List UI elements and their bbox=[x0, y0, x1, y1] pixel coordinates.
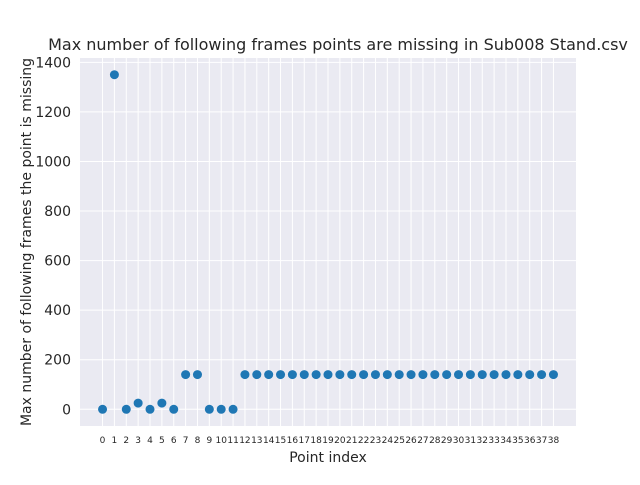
x-tick-label: 11 bbox=[227, 436, 238, 446]
chart-title: Max number of following frames points ar… bbox=[48, 35, 628, 54]
x-tick-label: 35 bbox=[512, 436, 523, 446]
data-point bbox=[109, 70, 119, 80]
data-point bbox=[477, 370, 487, 380]
y-tick-label: 400 bbox=[44, 303, 71, 319]
data-point bbox=[418, 370, 428, 380]
data-point bbox=[98, 404, 108, 414]
y-axis-label: Max number of following frames the point… bbox=[19, 58, 35, 426]
y-tick-labels: 0 200 400 600 800 1000 1200 1400 bbox=[35, 55, 71, 418]
grid-layer bbox=[80, 58, 576, 426]
data-point bbox=[240, 370, 250, 380]
x-tick-label: 18 bbox=[310, 436, 322, 446]
data-point bbox=[394, 370, 404, 380]
data-point bbox=[335, 370, 345, 380]
x-tick-label: 29 bbox=[441, 436, 453, 446]
x-tick-label: 6 bbox=[171, 436, 177, 446]
data-point bbox=[370, 370, 380, 380]
data-point bbox=[169, 404, 179, 414]
y-tick-label: 1200 bbox=[35, 105, 71, 121]
data-point bbox=[537, 370, 547, 380]
data-point bbox=[216, 404, 226, 414]
x-tick-label: 9 bbox=[206, 436, 212, 446]
x-tick-label: 21 bbox=[346, 436, 357, 446]
data-point bbox=[382, 370, 392, 380]
x-tick-label: 20 bbox=[334, 436, 346, 446]
y-tick-label: 1400 bbox=[35, 55, 71, 71]
x-tick-label: 33 bbox=[488, 436, 499, 446]
x-tick-label: 19 bbox=[322, 436, 334, 446]
data-point bbox=[323, 370, 333, 380]
x-tick-label: 17 bbox=[299, 436, 310, 446]
data-point bbox=[311, 370, 321, 380]
data-point bbox=[430, 370, 440, 380]
x-tick-label: 13 bbox=[251, 436, 262, 446]
data-point bbox=[299, 370, 309, 380]
x-tick-label: 14 bbox=[263, 436, 275, 446]
data-point bbox=[287, 370, 297, 380]
x-tick-label: 30 bbox=[453, 436, 465, 446]
data-point bbox=[454, 370, 464, 380]
data-point bbox=[252, 370, 262, 380]
x-tick-label: 28 bbox=[429, 436, 441, 446]
x-tick-label: 5 bbox=[159, 436, 165, 446]
x-tick-label: 23 bbox=[370, 436, 381, 446]
data-point bbox=[442, 370, 452, 380]
data-point bbox=[192, 370, 202, 380]
x-tick-label: 0 bbox=[100, 436, 106, 446]
x-tick-label: 38 bbox=[548, 436, 560, 446]
x-tick-label: 36 bbox=[524, 436, 536, 446]
data-point bbox=[264, 370, 274, 380]
x-tick-label: 8 bbox=[195, 436, 201, 446]
x-tick-label: 3 bbox=[135, 436, 141, 446]
x-tick-labels: 0 1 2 3 4 5 6 7 8 9 10 11 12 13 14 15 16 17 18 19 20 21 22 23 24… bbox=[100, 436, 560, 446]
x-tick-label: 1 bbox=[112, 436, 118, 446]
x-tick-label: 32 bbox=[477, 436, 488, 446]
x-tick-label: 16 bbox=[287, 436, 299, 446]
x-axis-label: Point index bbox=[289, 450, 367, 466]
data-point bbox=[181, 370, 191, 380]
y-tick-label: 0 bbox=[62, 402, 71, 418]
y-tick-label: 200 bbox=[44, 353, 71, 369]
data-point bbox=[501, 370, 511, 380]
y-tick-label: 600 bbox=[44, 254, 71, 270]
data-point bbox=[359, 370, 369, 380]
x-tick-label: 12 bbox=[239, 436, 250, 446]
x-tick-label: 37 bbox=[536, 436, 547, 446]
data-point bbox=[347, 370, 357, 380]
data-point bbox=[121, 404, 131, 414]
x-tick-label: 34 bbox=[500, 436, 512, 446]
x-tick-label: 24 bbox=[382, 436, 394, 446]
y-tick-label: 800 bbox=[44, 204, 71, 220]
x-tick-label: 15 bbox=[275, 436, 286, 446]
data-point bbox=[525, 370, 535, 380]
x-tick-label: 4 bbox=[147, 436, 153, 446]
data-point bbox=[145, 404, 155, 414]
x-tick-label: 10 bbox=[215, 436, 227, 446]
x-tick-label: 2 bbox=[123, 436, 129, 446]
data-point bbox=[276, 370, 286, 380]
x-tick-label: 25 bbox=[393, 436, 404, 446]
data-point bbox=[228, 404, 238, 414]
data-point bbox=[133, 398, 143, 408]
points-layer bbox=[98, 70, 558, 414]
data-point bbox=[406, 370, 416, 380]
data-point bbox=[465, 370, 475, 380]
data-point bbox=[548, 370, 558, 380]
x-tick-label: 22 bbox=[358, 436, 369, 446]
x-tick-label: 31 bbox=[465, 436, 476, 446]
x-tick-label: 27 bbox=[417, 436, 428, 446]
data-point bbox=[204, 404, 214, 414]
data-point bbox=[157, 398, 167, 408]
data-point bbox=[513, 370, 523, 380]
x-tick-label: 26 bbox=[405, 436, 417, 446]
data-point bbox=[489, 370, 499, 380]
y-tick-label: 1000 bbox=[35, 154, 71, 170]
x-tick-label: 7 bbox=[183, 436, 189, 446]
